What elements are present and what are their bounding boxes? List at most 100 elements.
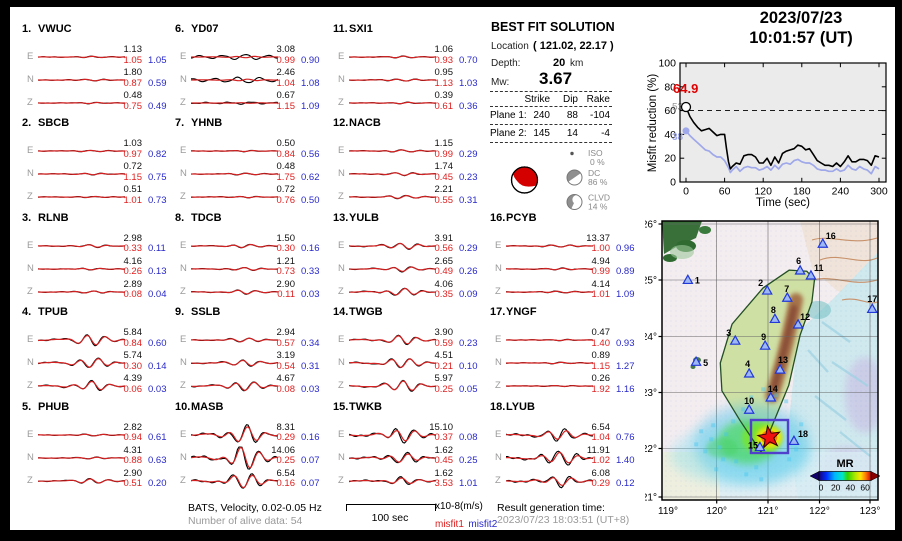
svg-text:14 %: 14 % xyxy=(588,202,608,212)
synthetic-trace xyxy=(349,195,436,199)
component-row-e: E 0.50 0.84 0.56 xyxy=(175,138,327,163)
map-station-number-1: 1 xyxy=(695,275,700,285)
component-row-e: E 2.82 0.94 0.61 xyxy=(22,422,174,447)
time-scale-bar xyxy=(346,504,436,511)
peak-amplitude: 1.50 xyxy=(276,232,296,244)
peak-amplitude: 2.46 xyxy=(276,67,296,78)
component-label: Z xyxy=(27,97,33,108)
legend-tick-label: 20 xyxy=(831,483,841,493)
station-number: 17. xyxy=(490,306,506,318)
synthetic-trace xyxy=(191,243,278,248)
station-block-yngf: 17.YNGF E 0.47 1.40 0.93 N 0.89 1.15 1.27 Z 0.26 1… xyxy=(490,306,642,400)
lat-label: 22° xyxy=(645,444,657,455)
peak-amplitude: 5.74 xyxy=(123,350,143,361)
component-row-e: E 1.06 0.93 0.70 xyxy=(333,44,485,69)
map-station-number-15: 15 xyxy=(748,440,758,450)
station-number: 13. xyxy=(333,211,349,224)
map-station-triangle-12 xyxy=(792,318,804,329)
peak-amplitude: 5.97 xyxy=(434,373,454,384)
misfit1-value: 1.92 xyxy=(591,383,611,395)
waveform-sslb-z xyxy=(191,381,278,392)
station-number: 15. xyxy=(333,400,349,413)
synthetic-trace xyxy=(38,357,125,368)
map-station-number-16: 16 xyxy=(826,231,836,241)
lon-label: 119° xyxy=(658,506,678,517)
component-row-n: N 1.74 0.45 0.23 xyxy=(333,161,485,186)
station-number: 11. xyxy=(333,23,348,35)
component-label: Z xyxy=(180,191,186,202)
misfit2-value: 0.03 xyxy=(301,289,320,300)
peak-amplitude: 1.62 xyxy=(434,444,454,456)
station-number: 16. xyxy=(490,211,506,224)
misfit2-value: 0.12 xyxy=(616,478,635,489)
component-row-e: E 3.08 0.99 0.90 xyxy=(175,44,327,69)
peak-amplitude: 0.39 xyxy=(434,90,454,101)
synthetic-trace xyxy=(349,380,436,391)
component-row-z: Z 0.39 0.61 0.36 xyxy=(333,90,485,115)
peak-amplitude: 0.50 xyxy=(276,138,296,149)
component-label: E xyxy=(27,334,34,345)
station-name: SXI1 xyxy=(349,23,373,35)
component-label: Z xyxy=(338,97,344,108)
station-name: TWKB xyxy=(349,400,382,413)
station-number: 12. xyxy=(333,117,349,129)
component-label: N xyxy=(27,357,34,368)
depth-unit: km xyxy=(570,58,584,69)
waveform-twgb-z xyxy=(349,379,436,392)
misfit2-value: 0.49 xyxy=(148,100,167,112)
component-label: N xyxy=(338,357,345,368)
waveform-lyub-z xyxy=(506,475,593,488)
peak-amplitude: 6.08 xyxy=(591,467,611,479)
misfit1-value: 0.84 xyxy=(123,337,143,349)
synthetic-trace xyxy=(191,102,278,104)
synthetic-trace xyxy=(38,456,125,459)
misfit2-value: 0.13 xyxy=(148,266,167,277)
peak-amplitude: 1.15 xyxy=(434,138,454,149)
peak-amplitude: 14.06 xyxy=(271,444,295,456)
svg-text:ISO: ISO xyxy=(588,148,603,158)
component-row-z: Z 2.89 0.08 0.04 xyxy=(22,279,174,304)
lat-label: 26° xyxy=(645,220,657,231)
component-label: N xyxy=(338,262,345,274)
misfit2-value: 0.75 xyxy=(148,171,167,183)
component-label: E xyxy=(180,51,187,62)
misfit2-value: 1.03 xyxy=(459,77,478,89)
lon-label: 123° xyxy=(860,506,881,517)
event-time: 10:01:57 (UT) xyxy=(749,29,853,47)
waveform-sxi1-z xyxy=(349,101,436,105)
y-tick-label: 0 xyxy=(670,177,676,189)
component-row-z: Z 6.08 0.29 0.12 xyxy=(490,467,642,493)
component-row-n: N 11.91 1.02 1.40 xyxy=(490,445,642,470)
waveform-twkb-n xyxy=(349,451,436,463)
synthetic-trace xyxy=(506,429,593,440)
synthetic-trace xyxy=(349,452,436,463)
synthetic-trace xyxy=(191,474,278,488)
waveform-phub-n xyxy=(38,455,125,459)
component-row-n: N 4.31 0.88 0.63 xyxy=(22,445,174,470)
component-label: Z xyxy=(27,474,33,486)
waveform-rlnb-e xyxy=(38,243,125,248)
mw-label: Mw: xyxy=(491,77,510,88)
component-row-n: N 0.89 1.15 1.27 xyxy=(490,350,642,375)
waveform-pcyb-n xyxy=(506,266,593,270)
misfit1-value: 0.93 xyxy=(434,54,454,66)
synthetic-trace xyxy=(38,149,125,153)
misfit1-value: 0.73 xyxy=(276,266,296,277)
station-name: TWGB xyxy=(349,306,383,318)
misfit2-value: 1.27 xyxy=(616,360,635,372)
component-label: E xyxy=(338,145,345,156)
misfit2-value: 0.04 xyxy=(148,289,167,300)
synthetic-trace xyxy=(191,195,278,199)
station-block-yhnb: 7. YHNB E 0.50 0.84 0.56 N 0.48 1.75 0.62 Z 0.72 0.… xyxy=(175,117,327,211)
component-row-n: N 0.48 1.75 0.62 xyxy=(175,161,327,186)
station-block-yulb: 13.YULB E 3.91 0.56 0.29 N 2.65 0.49 0.26 Z 4.06 0… xyxy=(333,212,485,306)
misfit1-value: 1.13 xyxy=(434,77,454,89)
component-row-n: N 3.19 0.54 0.31 xyxy=(175,350,327,375)
misfit1-value: 0.94 xyxy=(123,432,143,443)
map-station-number-4: 4 xyxy=(745,359,750,369)
misfit2-value: 0.08 xyxy=(459,432,478,443)
waveform-sslb-n xyxy=(191,359,278,367)
misfit2-value: 0.23 xyxy=(459,171,478,183)
x-axis-label: Time (sec) xyxy=(756,197,810,209)
